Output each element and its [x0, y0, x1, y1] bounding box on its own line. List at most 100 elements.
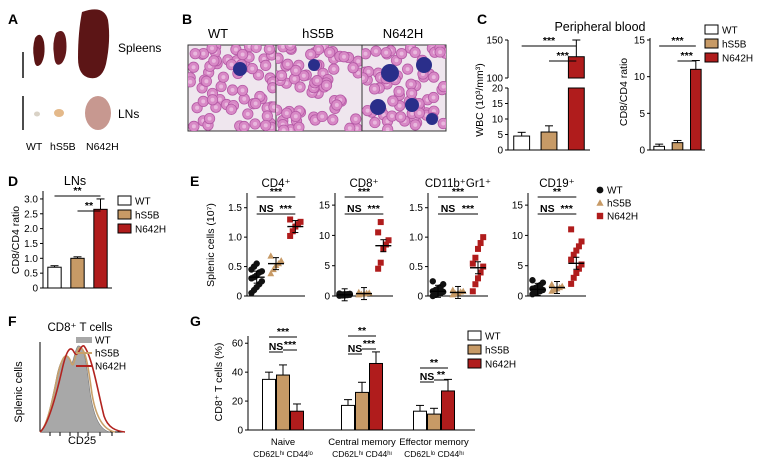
y-tick-label: 1.0	[409, 233, 423, 244]
red-cell-center	[398, 114, 403, 119]
white-cell	[426, 113, 438, 125]
bar-Effector memory-WT	[413, 410, 427, 431]
red-cell-center	[253, 121, 258, 126]
red-cell-center	[363, 51, 368, 56]
smear-title-n642h: N642H	[383, 26, 423, 41]
y-tick-label: 10	[319, 231, 331, 242]
y-tick-label: 0.5	[24, 269, 38, 280]
y-tick-label: 10	[512, 231, 524, 242]
red-cell-center	[207, 116, 212, 121]
bar-Central memory-N642H	[369, 362, 383, 431]
red-cell-center	[281, 128, 286, 131]
chart-d-ratio: 0 0.5 1.0 1.5 2.0 2.5 3.0 **** CD8/CD4 ratio WT hS…	[10, 185, 166, 295]
significance-label: ***	[277, 326, 290, 338]
red-cell	[278, 124, 290, 131]
panel-f-title: CD8⁺ T cells	[47, 322, 112, 334]
y-tick-label: 0.5	[409, 262, 423, 273]
data-point-hS5B	[270, 265, 277, 273]
y-tick-label: 15	[319, 201, 331, 212]
bar-N642H-upper	[567, 56, 585, 79]
red-cell	[284, 45, 296, 51]
red-cell-center	[366, 69, 371, 74]
data-point-N642H	[469, 260, 476, 267]
legend-marker-WT	[596, 186, 604, 194]
red-cell-center	[373, 49, 378, 54]
data-point-N642H	[575, 265, 582, 272]
red-cell-center	[296, 125, 301, 130]
red-cell-center	[276, 108, 279, 113]
red-cell-center	[331, 67, 336, 72]
bar-Central memory-WT	[341, 404, 355, 431]
data-point-N642H	[475, 275, 481, 282]
red-cell-center	[265, 114, 270, 119]
scatter-panel-3: 0 5 10 15 CD19⁺** NS *** WT hS5B N642H	[512, 178, 638, 303]
significance-label: NS	[540, 203, 555, 215]
y-tick-label: 0	[417, 292, 423, 303]
red-cell-center	[254, 45, 259, 50]
category-label: Naive	[271, 437, 295, 448]
data-point-WT	[539, 279, 547, 286]
bar-WT	[653, 145, 665, 151]
y-tick-label: 10	[634, 72, 646, 83]
red-cell-center	[347, 126, 352, 131]
red-cell-center	[213, 105, 218, 110]
red-cell-center	[263, 63, 268, 68]
y-axis-label: CD8⁺ T cells (%)	[213, 343, 225, 422]
data-point-N642H	[377, 219, 384, 226]
y-axis-label: Splenic cells (10⁷)	[205, 203, 217, 287]
red-cell-center	[211, 58, 216, 63]
red-cell-center	[308, 52, 313, 57]
legend-label-WT: WT	[485, 332, 501, 343]
y-tick-label: 5	[324, 261, 330, 272]
panel-f-xlabel: CD25	[68, 435, 96, 447]
legend-label-WT: WT	[95, 336, 111, 347]
bar-WT	[47, 266, 62, 289]
data-point-N642H	[477, 269, 484, 276]
significance-label: ***	[557, 50, 570, 62]
y-tick-label: 0	[237, 426, 243, 437]
red-cell-center	[292, 76, 297, 81]
significance-label: NS	[441, 203, 456, 215]
red-cell-center	[195, 105, 200, 110]
red-cell-center	[321, 71, 326, 76]
y-tick-label: 0	[639, 146, 645, 157]
data-point-N642H	[480, 263, 487, 270]
legend-marker-hS5B	[596, 199, 604, 206]
legend-label-N642H: N642H	[722, 54, 753, 65]
red-cell-center	[330, 117, 335, 122]
significance-label: **	[430, 357, 439, 369]
legend-label-WT: WT	[135, 197, 151, 208]
y-tick-label: 20	[492, 84, 504, 95]
y-tick-label: 15	[512, 201, 524, 212]
bar-N642H	[690, 68, 702, 151]
red-cell-center	[193, 51, 198, 56]
panel-f-ylabel: Splenic cells	[13, 361, 25, 423]
red-cell-center	[438, 50, 443, 55]
data-point-hS5B	[267, 252, 275, 259]
panel-c-title: Peripheral blood	[554, 20, 645, 34]
data-point-N642H	[570, 274, 577, 281]
data-point-N642H	[297, 218, 304, 225]
red-cell-center	[188, 79, 193, 84]
red-cell-center	[417, 111, 422, 116]
data-point-WT	[529, 277, 536, 284]
red-cell-center	[315, 78, 320, 83]
data-point-N642H	[578, 261, 585, 268]
legend-label-WT: WT	[722, 26, 738, 37]
legend-label-N642H: N642H	[485, 360, 516, 371]
red-cell-center	[293, 114, 298, 119]
y-tick-label: 15	[634, 36, 646, 47]
white-cell	[308, 59, 320, 71]
y-tick-label: 1.0	[228, 233, 242, 244]
data-point-N642H	[287, 216, 294, 223]
category-sublabel: CD62Lʰᶦ CD44ˡᵒ	[253, 449, 313, 459]
red-cell-center	[372, 120, 377, 125]
significance-label: NS	[269, 341, 284, 353]
red-cell-center	[389, 114, 394, 119]
bar-N642H	[93, 208, 108, 289]
white-cell	[381, 64, 399, 82]
